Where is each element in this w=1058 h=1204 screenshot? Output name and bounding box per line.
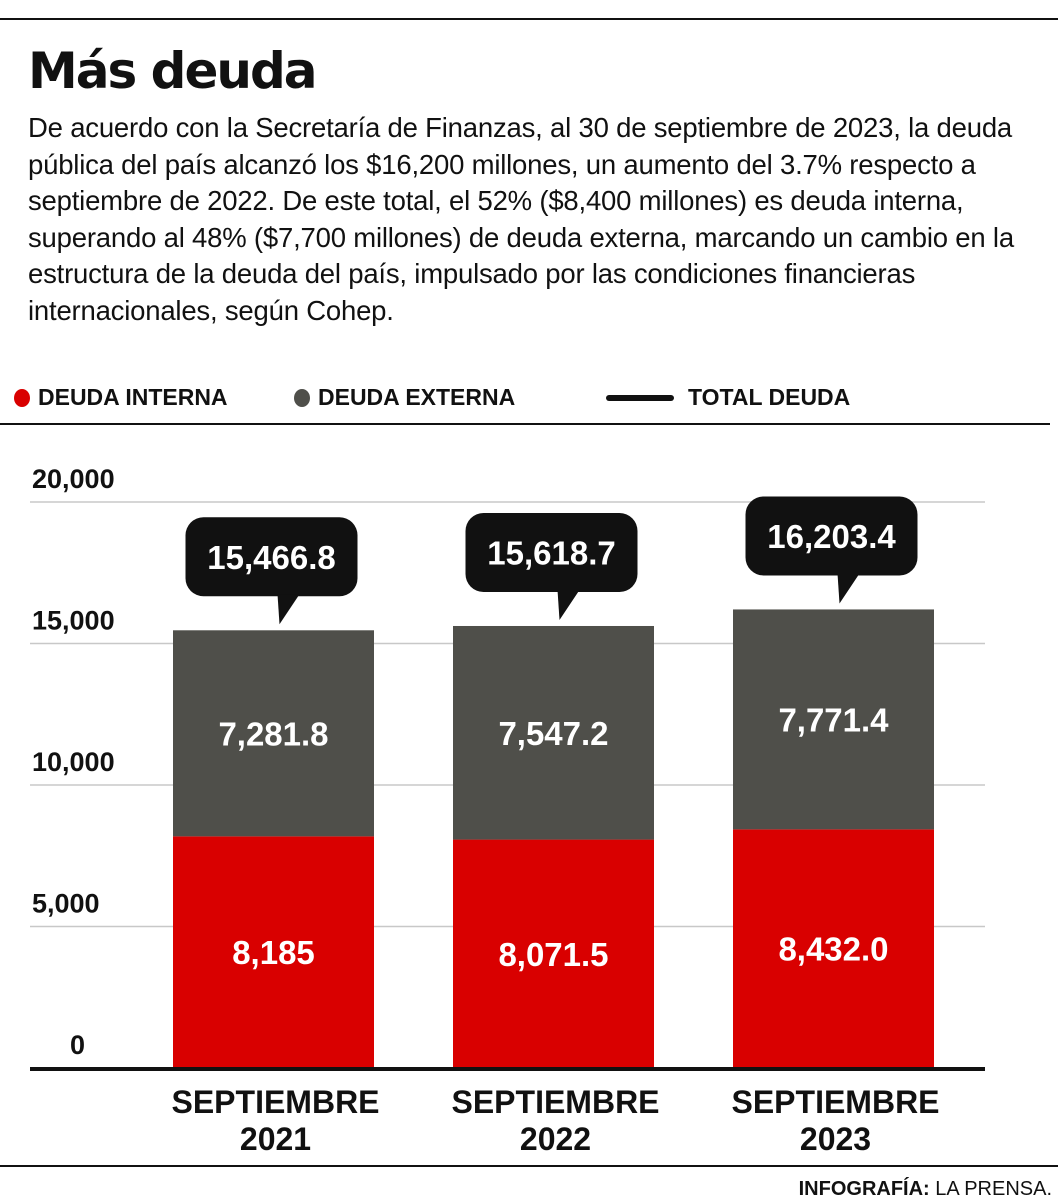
total-value-label: 16,203.4 <box>767 518 896 555</box>
total-callout-pointer <box>277 594 300 625</box>
page-title: Más deuda <box>28 42 317 100</box>
credit-source: LA PRENSA. <box>929 1178 1052 1200</box>
total-callout-box <box>185 517 358 597</box>
bottom-rule <box>0 1165 1058 1167</box>
x-category-year: 2023 <box>800 1121 871 1157</box>
top-rule <box>0 18 1058 20</box>
bar-value-label: 7,281.8 <box>218 715 328 752</box>
legend-item-externa: DEUDA EXTERNA <box>294 384 515 411</box>
credit: INFOGRAFÍA: LA PRENSA. <box>799 1178 1052 1201</box>
x-category-label: SEPTIEMBRE <box>451 1084 659 1120</box>
x-category-label: SEPTIEMBRE <box>731 1084 939 1120</box>
legend-label: DEUDA EXTERNA <box>318 384 516 410</box>
y-tick-label: 5,000 <box>32 889 100 919</box>
total-value-label: 15,618.7 <box>487 534 615 571</box>
total-value-label: 15,466.8 <box>207 539 335 576</box>
bar-value-label: 7,547.2 <box>498 715 608 752</box>
bar-value-label: 8,432.0 <box>778 931 888 968</box>
gray-dot-icon <box>294 388 310 407</box>
line-icon <box>606 394 674 401</box>
total-callout-pointer <box>557 589 580 620</box>
bar-deuda-externa <box>453 625 654 840</box>
y-tick-label: 15,000 <box>32 606 115 636</box>
y-tick-label: 0 <box>70 1030 85 1060</box>
bar-deuda-externa <box>173 630 374 837</box>
x-category-year: 2022 <box>520 1121 591 1157</box>
bar-value-label: 7,771.4 <box>778 701 889 738</box>
bar-deuda-externa <box>733 609 934 830</box>
legend-item-total: TOTAL DEUDA <box>606 384 850 411</box>
x-category-label: SEPTIEMBRE <box>171 1084 379 1120</box>
total-callout-box <box>465 512 638 592</box>
bar-value-label: 8,071.5 <box>498 936 608 973</box>
legend-label: DEUDA INTERNA <box>38 384 228 410</box>
total-callout-pointer <box>837 573 860 604</box>
legend-rule <box>0 423 1050 425</box>
bar-deuda-interna <box>173 836 374 1068</box>
legend-label: TOTAL DEUDA <box>688 384 851 410</box>
total-callout-box <box>745 496 918 576</box>
x-category-year: 2021 <box>240 1121 311 1157</box>
credit-label: INFOGRAFÍA: <box>798 1178 930 1200</box>
description: De acuerdo con la Secretaría de Finanzas… <box>28 112 1014 326</box>
y-tick-label: 20,000 <box>32 464 115 494</box>
bar-deuda-interna <box>733 829 934 1068</box>
stacked-bar-chart: 0 5,000 10,000 15,000 20,000 8,185 7,281.8 15,4… <box>30 464 985 1157</box>
y-tick-label: 10,000 <box>32 747 115 777</box>
legend-item-interna: DEUDA INTERNA <box>14 384 228 411</box>
bar-value-label: 8,185 <box>232 934 315 971</box>
red-dot-icon <box>14 388 30 407</box>
bar-deuda-interna <box>453 839 654 1068</box>
